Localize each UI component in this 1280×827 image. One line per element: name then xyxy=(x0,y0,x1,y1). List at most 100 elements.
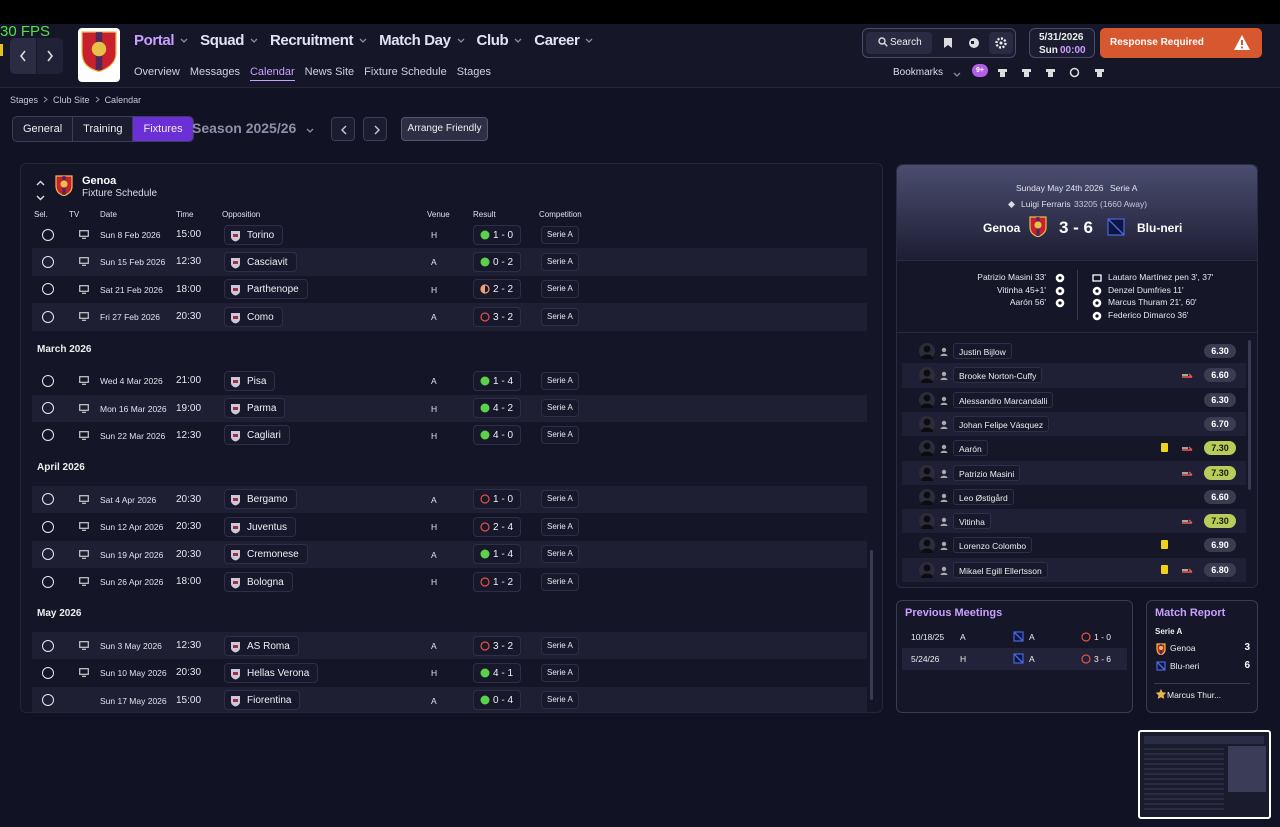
select-radio[interactable] xyxy=(42,374,54,387)
players-scrollbar[interactable] xyxy=(1248,340,1251,490)
opposition-name[interactable]: Juventus xyxy=(247,521,288,533)
fixture-row[interactable]: Sat 21 Feb 2026 18:00 Parthenope H 2 - 2 Seri… xyxy=(32,276,867,303)
select-radio[interactable] xyxy=(42,694,54,707)
sub-nav-item[interactable]: Calendar xyxy=(249,66,295,81)
search-button[interactable] xyxy=(866,32,932,54)
fixture-row[interactable]: Sun 12 Apr 2026 20:30 Juventus H 2 - 4 Serie … xyxy=(32,513,867,540)
sub-nav-item[interactable]: Fixture Schedule xyxy=(364,66,447,78)
competition-pill[interactable]: Serie A xyxy=(541,663,579,682)
prev-season-button[interactable] xyxy=(331,117,355,141)
opposition-pill[interactable]: Cremonese xyxy=(224,544,308,565)
player-name[interactable]: Brooke Norton-Cuffy xyxy=(953,367,1043,384)
globe-button[interactable] xyxy=(963,32,985,54)
column-header[interactable]: Result xyxy=(473,210,496,219)
result-pill[interactable]: 4 - 1 xyxy=(473,662,521,683)
opposition-name[interactable]: Parthenope xyxy=(247,284,299,296)
column-header[interactable]: Competition xyxy=(539,210,582,219)
bookmarks-chevron[interactable] xyxy=(953,69,961,81)
fixture-row[interactable]: Sun 22 Mar 2026 12:30 Cagliari H 4 - 0 Serie … xyxy=(32,422,867,449)
player-row[interactable]: Vitinha 7.30 xyxy=(902,509,1246,534)
competition-pill[interactable]: Serie A xyxy=(541,225,579,244)
player-row[interactable]: Alessandro Marcandalli 6.30 xyxy=(902,388,1246,412)
player-name[interactable]: Alessandro Marcandalli xyxy=(953,391,1054,408)
select-radio[interactable] xyxy=(42,520,54,533)
opposition-pill[interactable]: Hellas Verona xyxy=(224,662,319,683)
competition-pill[interactable]: Serie A xyxy=(541,280,579,299)
season-selector[interactable]: Season 2025/26 xyxy=(192,120,297,136)
competition-pill[interactable]: Serie A xyxy=(541,636,579,655)
fixture-row[interactable]: Sun 19 Apr 2026 20:30 Cremonese A 1 - 4 Serie… xyxy=(32,540,867,569)
opposition-pill[interactable]: Casciavit xyxy=(224,251,297,272)
settings-button[interactable] xyxy=(989,32,1013,54)
column-header[interactable]: Venue xyxy=(427,210,450,219)
opposition-pill[interactable]: Cagliari xyxy=(224,425,290,446)
opposition-pill[interactable]: Bergamo xyxy=(224,489,297,510)
competition-pill[interactable]: Serie A xyxy=(541,490,579,509)
select-radio[interactable] xyxy=(42,255,54,268)
bookmark-shortcut[interactable] xyxy=(1045,67,1056,81)
result-pill[interactable]: 4 - 2 xyxy=(473,398,521,419)
select-radio[interactable] xyxy=(42,283,54,296)
clock[interactable]: 5/31/2026 Sun 00:00 xyxy=(1029,28,1095,58)
player-row[interactable]: Leo Østigård 6.60 xyxy=(902,485,1246,509)
response-required-button[interactable]: Response Required xyxy=(1100,28,1262,58)
schedule-scrollbar[interactable] xyxy=(870,550,873,700)
competition-pill[interactable]: Serie A xyxy=(541,307,579,326)
tab[interactable]: General xyxy=(23,123,63,135)
competition-pill[interactable]: Serie A xyxy=(541,545,579,564)
player-name[interactable]: Patrizio Masini xyxy=(953,464,1021,481)
result-pill[interactable]: 1 - 4 xyxy=(473,544,521,565)
main-nav-label[interactable]: Match Day xyxy=(379,32,451,49)
fixture-row[interactable]: Mon 16 Mar 2026 19:00 Parma H 4 - 2 Serie A xyxy=(32,394,867,422)
fixture-row[interactable]: Sun 8 Feb 2026 15:00 Torino H 1 - 0 Serie A xyxy=(32,221,867,248)
player-name[interactable]: Lorenzo Colombo xyxy=(953,537,1033,554)
opposition-pill[interactable]: Torino xyxy=(224,224,284,245)
competition-pill[interactable]: Serie A xyxy=(541,572,579,591)
main-nav-label[interactable]: Club xyxy=(476,32,509,49)
fixture-row[interactable]: Wed 4 Mar 2026 21:00 Pisa A 1 - 4 Serie A xyxy=(32,367,867,394)
tab[interactable]: Fixtures xyxy=(132,117,193,141)
bookmark-button[interactable] xyxy=(937,32,959,54)
opposition-name[interactable]: Parma xyxy=(247,403,277,415)
main-nav-label[interactable]: Squad xyxy=(200,32,244,49)
sub-nav-item[interactable]: Overview xyxy=(134,66,180,78)
opposition-name[interactable]: AS Roma xyxy=(247,640,290,652)
forward-button[interactable] xyxy=(37,38,63,74)
opposition-pill[interactable]: Parma xyxy=(224,398,286,419)
opposition-name[interactable]: Bologna xyxy=(247,576,284,588)
minimap[interactable] xyxy=(1138,730,1271,819)
column-header[interactable]: Time xyxy=(176,210,194,219)
opposition-name[interactable]: Cagliari xyxy=(247,430,281,442)
breadcrumb-item[interactable]: Club Site xyxy=(53,95,90,105)
result-pill[interactable]: 0 - 4 xyxy=(473,690,521,711)
bookmark-shortcut[interactable] xyxy=(1094,67,1105,81)
result-pill[interactable]: 3 - 2 xyxy=(473,306,521,327)
result-pill[interactable]: 2 - 2 xyxy=(473,279,521,300)
back-button[interactable] xyxy=(10,38,36,74)
result-pill[interactable]: 1 - 0 xyxy=(473,224,521,245)
opposition-name[interactable]: Como xyxy=(247,311,274,323)
bookmark-shortcut[interactable] xyxy=(1021,67,1032,81)
result-pill[interactable]: 3 - 2 xyxy=(473,635,521,656)
column-header[interactable]: Date xyxy=(100,210,117,219)
result-pill[interactable]: 1 - 2 xyxy=(473,571,521,592)
bookmark-shortcut[interactable] xyxy=(1069,67,1080,81)
opposition-pill[interactable]: Parthenope xyxy=(224,279,308,300)
next-season-button[interactable] xyxy=(363,117,387,141)
main-nav-item[interactable]: Match Day xyxy=(379,32,464,49)
competition-pill[interactable]: Serie A xyxy=(541,371,579,390)
main-nav-item[interactable]: Squad xyxy=(200,32,258,49)
competition-pill[interactable]: Serie A xyxy=(541,691,579,710)
select-radio[interactable] xyxy=(42,402,54,415)
player-name[interactable]: Mikael Egill Ellertsson xyxy=(953,561,1048,578)
opposition-name[interactable]: Fiorentina xyxy=(247,695,292,707)
bookmark-shortcut[interactable] xyxy=(997,67,1008,81)
tab[interactable]: Training xyxy=(72,117,132,141)
column-header[interactable]: Sel. xyxy=(34,210,48,219)
main-nav-label[interactable]: Career xyxy=(534,32,580,49)
result-pill[interactable]: 2 - 4 xyxy=(473,516,521,537)
player-row[interactable]: Johan Felipe Vásquez 6.70 xyxy=(902,411,1246,437)
column-header[interactable]: Opposition xyxy=(222,210,261,219)
opposition-pill[interactable]: Fiorentina xyxy=(224,690,301,711)
competition-pill[interactable]: Serie A xyxy=(541,426,579,445)
